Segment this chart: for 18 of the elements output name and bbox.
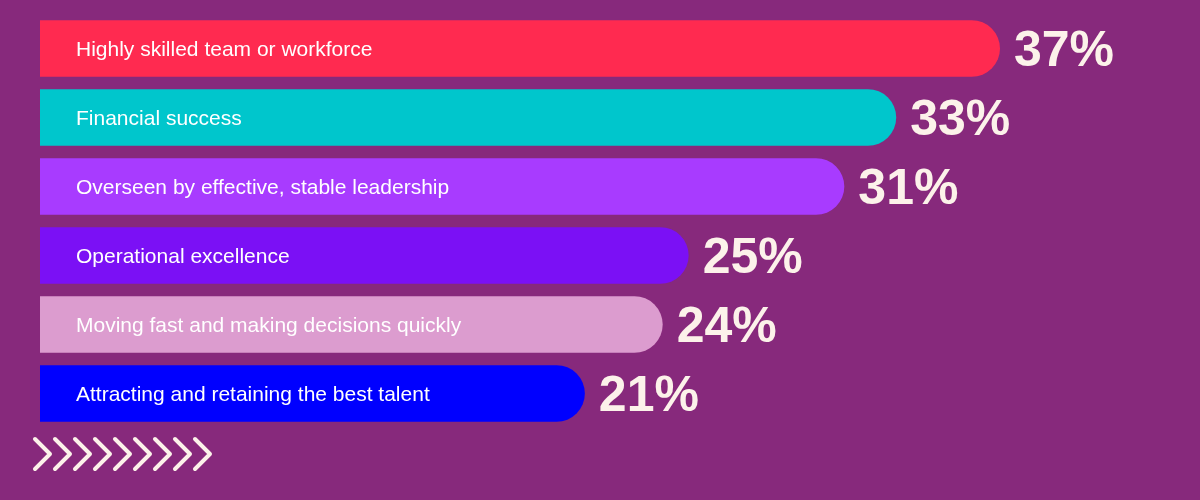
bar — [40, 89, 897, 146]
data-label: 25% — [702, 227, 803, 284]
y-tick-label: Operational excellence — [76, 244, 290, 267]
bar — [40, 227, 689, 284]
data-label: 37% — [1014, 20, 1115, 77]
bar — [40, 365, 585, 422]
y-tick-label: Financial success — [76, 106, 242, 129]
y-tick-label: Overseen by effective, stable leadership — [76, 175, 450, 198]
bar — [40, 20, 1000, 77]
data-label: 21% — [598, 365, 699, 422]
y-tick-label: Moving fast and making decisions quickly — [76, 313, 462, 336]
data-label: 31% — [858, 158, 959, 215]
bar — [40, 158, 845, 215]
y-tick-label: Highly skilled team or workforce — [76, 37, 373, 60]
data-label: 33% — [910, 89, 1011, 146]
bar — [40, 296, 663, 353]
data-label: 24% — [676, 296, 777, 353]
y-tick-label: Attracting and retaining the best talent — [76, 382, 430, 405]
